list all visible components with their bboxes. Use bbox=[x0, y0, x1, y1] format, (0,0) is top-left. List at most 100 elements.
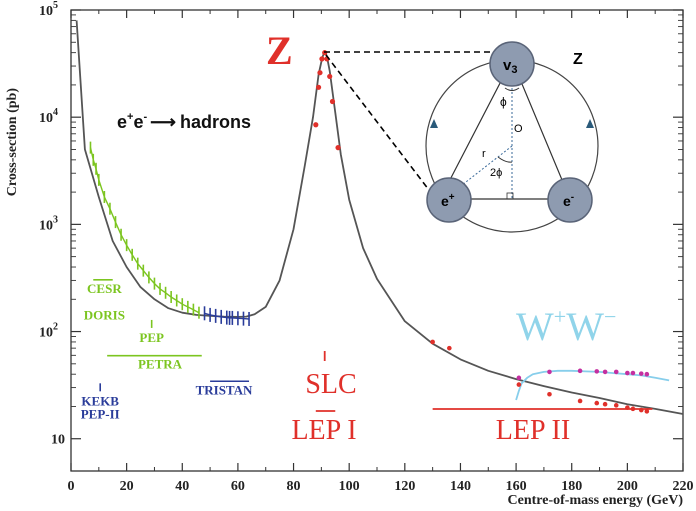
node-left-label: e+ bbox=[441, 192, 455, 209]
process-lhs-mid: e bbox=[133, 112, 143, 132]
lep1-label: LEP I bbox=[291, 415, 356, 446]
theory-curve-ww bbox=[515, 369, 670, 401]
data-point-lep2 bbox=[516, 382, 522, 387]
y-tick-label-1000: 103 bbox=[39, 214, 58, 233]
y-tick-label-10: 10 bbox=[51, 433, 65, 448]
data-point-lep2 bbox=[577, 398, 583, 404]
data-point-z bbox=[317, 70, 323, 76]
node-top-label: v3 bbox=[503, 57, 517, 76]
data-point-ww bbox=[594, 369, 600, 374]
data-point-lep2 bbox=[602, 401, 608, 407]
data-point-ww bbox=[644, 371, 650, 377]
y-tick-label-10000: 104 bbox=[39, 107, 58, 126]
y-tick-label-100: 102 bbox=[39, 322, 58, 341]
node-top-main: v bbox=[503, 57, 512, 74]
x-axis-title: Centre-of-mass energy (GeV) bbox=[508, 493, 684, 508]
process-lhs-sup2: - bbox=[143, 111, 147, 123]
node-top bbox=[489, 41, 535, 87]
data-point-lep2 bbox=[613, 403, 619, 408]
data-point-ww bbox=[516, 375, 522, 381]
data-point-ww bbox=[602, 369, 608, 375]
x-axis: 0 20 40 60 80 100 120 140 160 180 200 220 bbox=[68, 10, 694, 494]
inset-triangle bbox=[439, 58, 571, 200]
process-rhs: hadrons bbox=[180, 112, 251, 132]
data-point-z bbox=[315, 84, 322, 90]
data-point-ww bbox=[630, 370, 636, 376]
ww-label-sup2: − bbox=[604, 304, 616, 329]
slc-label: SLC bbox=[305, 369, 356, 400]
x-tick-label-40: 40 bbox=[175, 479, 189, 494]
data-point-z bbox=[313, 122, 319, 128]
x-tick-label-0: 0 bbox=[68, 479, 75, 494]
inset-arrow-right bbox=[586, 119, 594, 128]
x-tick-label-120: 120 bbox=[394, 479, 415, 494]
y-axis: 10 102 103 104 105 bbox=[39, 0, 683, 448]
node-right-main: e bbox=[563, 193, 571, 209]
inset-angle-arc-top bbox=[504, 87, 520, 91]
inset-radius: r bbox=[482, 148, 486, 160]
data-point-ww bbox=[625, 370, 630, 376]
ww-label: W+W− bbox=[516, 304, 616, 349]
x-tick-label-220: 220 bbox=[673, 479, 694, 494]
x-tick-label-60: 60 bbox=[231, 479, 245, 494]
exp-label-pep: PEP bbox=[139, 330, 164, 345]
node-left bbox=[426, 177, 472, 223]
process-arrow: ⟶ bbox=[150, 112, 176, 132]
node-left-sup: + bbox=[449, 192, 455, 203]
x-tick-label-200: 200 bbox=[617, 479, 638, 494]
exp-label-kekb: KEKB bbox=[81, 393, 119, 408]
data-point-z bbox=[327, 73, 333, 80]
exp-label-doris: DORIS bbox=[84, 307, 125, 322]
x-tick-label-180: 180 bbox=[561, 479, 582, 494]
data-point-lep2 bbox=[547, 391, 552, 397]
exp-label-pep2: PEP-II bbox=[81, 406, 120, 421]
y-axis-title: Cross-section (pb) bbox=[5, 88, 20, 197]
inset-angle-arc-center bbox=[497, 156, 513, 163]
process-label: e+e- ⟶ hadrons bbox=[117, 111, 251, 132]
data-point-ww bbox=[638, 371, 644, 376]
data-point-green-trace bbox=[89, 147, 200, 314]
y-tick-label-100000: 105 bbox=[39, 0, 58, 19]
data-point-ww bbox=[547, 369, 552, 375]
inset-radius-line bbox=[447, 145, 513, 197]
process-lhs: e bbox=[117, 112, 127, 132]
inset-right-angle bbox=[506, 192, 514, 200]
exp-label-cesr: CESR bbox=[87, 281, 122, 296]
ww-label-sup1: + bbox=[554, 304, 566, 329]
data-point-lep2 bbox=[644, 409, 650, 414]
lep-range-lines bbox=[315, 351, 653, 412]
node-top-sub: 3 bbox=[511, 64, 517, 76]
data-point-lep2 bbox=[594, 400, 600, 406]
x-tick-label-20: 20 bbox=[120, 479, 134, 494]
x-tick-label-100: 100 bbox=[339, 479, 360, 494]
inset-center: O bbox=[514, 123, 523, 135]
x-tick-label-160: 160 bbox=[506, 479, 527, 494]
exp-label-tristan: TRISTAN bbox=[196, 382, 253, 397]
ww-label-main: W bbox=[516, 304, 554, 349]
z-peak-label: Z bbox=[266, 28, 293, 73]
data-points bbox=[89, 50, 650, 414]
inset-phi: ϕ bbox=[500, 95, 507, 109]
node-right-sup: - bbox=[571, 192, 574, 203]
inset-diagram: ϕ O r 2ϕ Z v3 e+ e- bbox=[425, 41, 599, 233]
inset-connector-bottom bbox=[325, 54, 433, 195]
lep2-label: LEP II bbox=[496, 415, 570, 446]
data-point-z bbox=[329, 98, 336, 105]
inset-arrow-left bbox=[430, 119, 438, 128]
node-right bbox=[547, 177, 593, 223]
inset-two-phi: 2ϕ bbox=[490, 167, 502, 179]
data-point-ww bbox=[613, 369, 619, 375]
data-point-ww bbox=[577, 368, 583, 374]
inset-corner-label: Z bbox=[573, 51, 583, 68]
exp-label-petra: PETRA bbox=[138, 357, 183, 372]
x-tick-label-140: 140 bbox=[450, 479, 471, 494]
data-point-lep2 bbox=[430, 339, 435, 345]
data-point-blue-trace bbox=[204, 312, 250, 320]
x-tick-label-80: 80 bbox=[287, 479, 301, 494]
process-lhs-sup1: + bbox=[127, 111, 133, 123]
data-point-z bbox=[335, 145, 341, 151]
node-left-main: e bbox=[441, 193, 449, 209]
node-right-label: e- bbox=[563, 192, 574, 209]
